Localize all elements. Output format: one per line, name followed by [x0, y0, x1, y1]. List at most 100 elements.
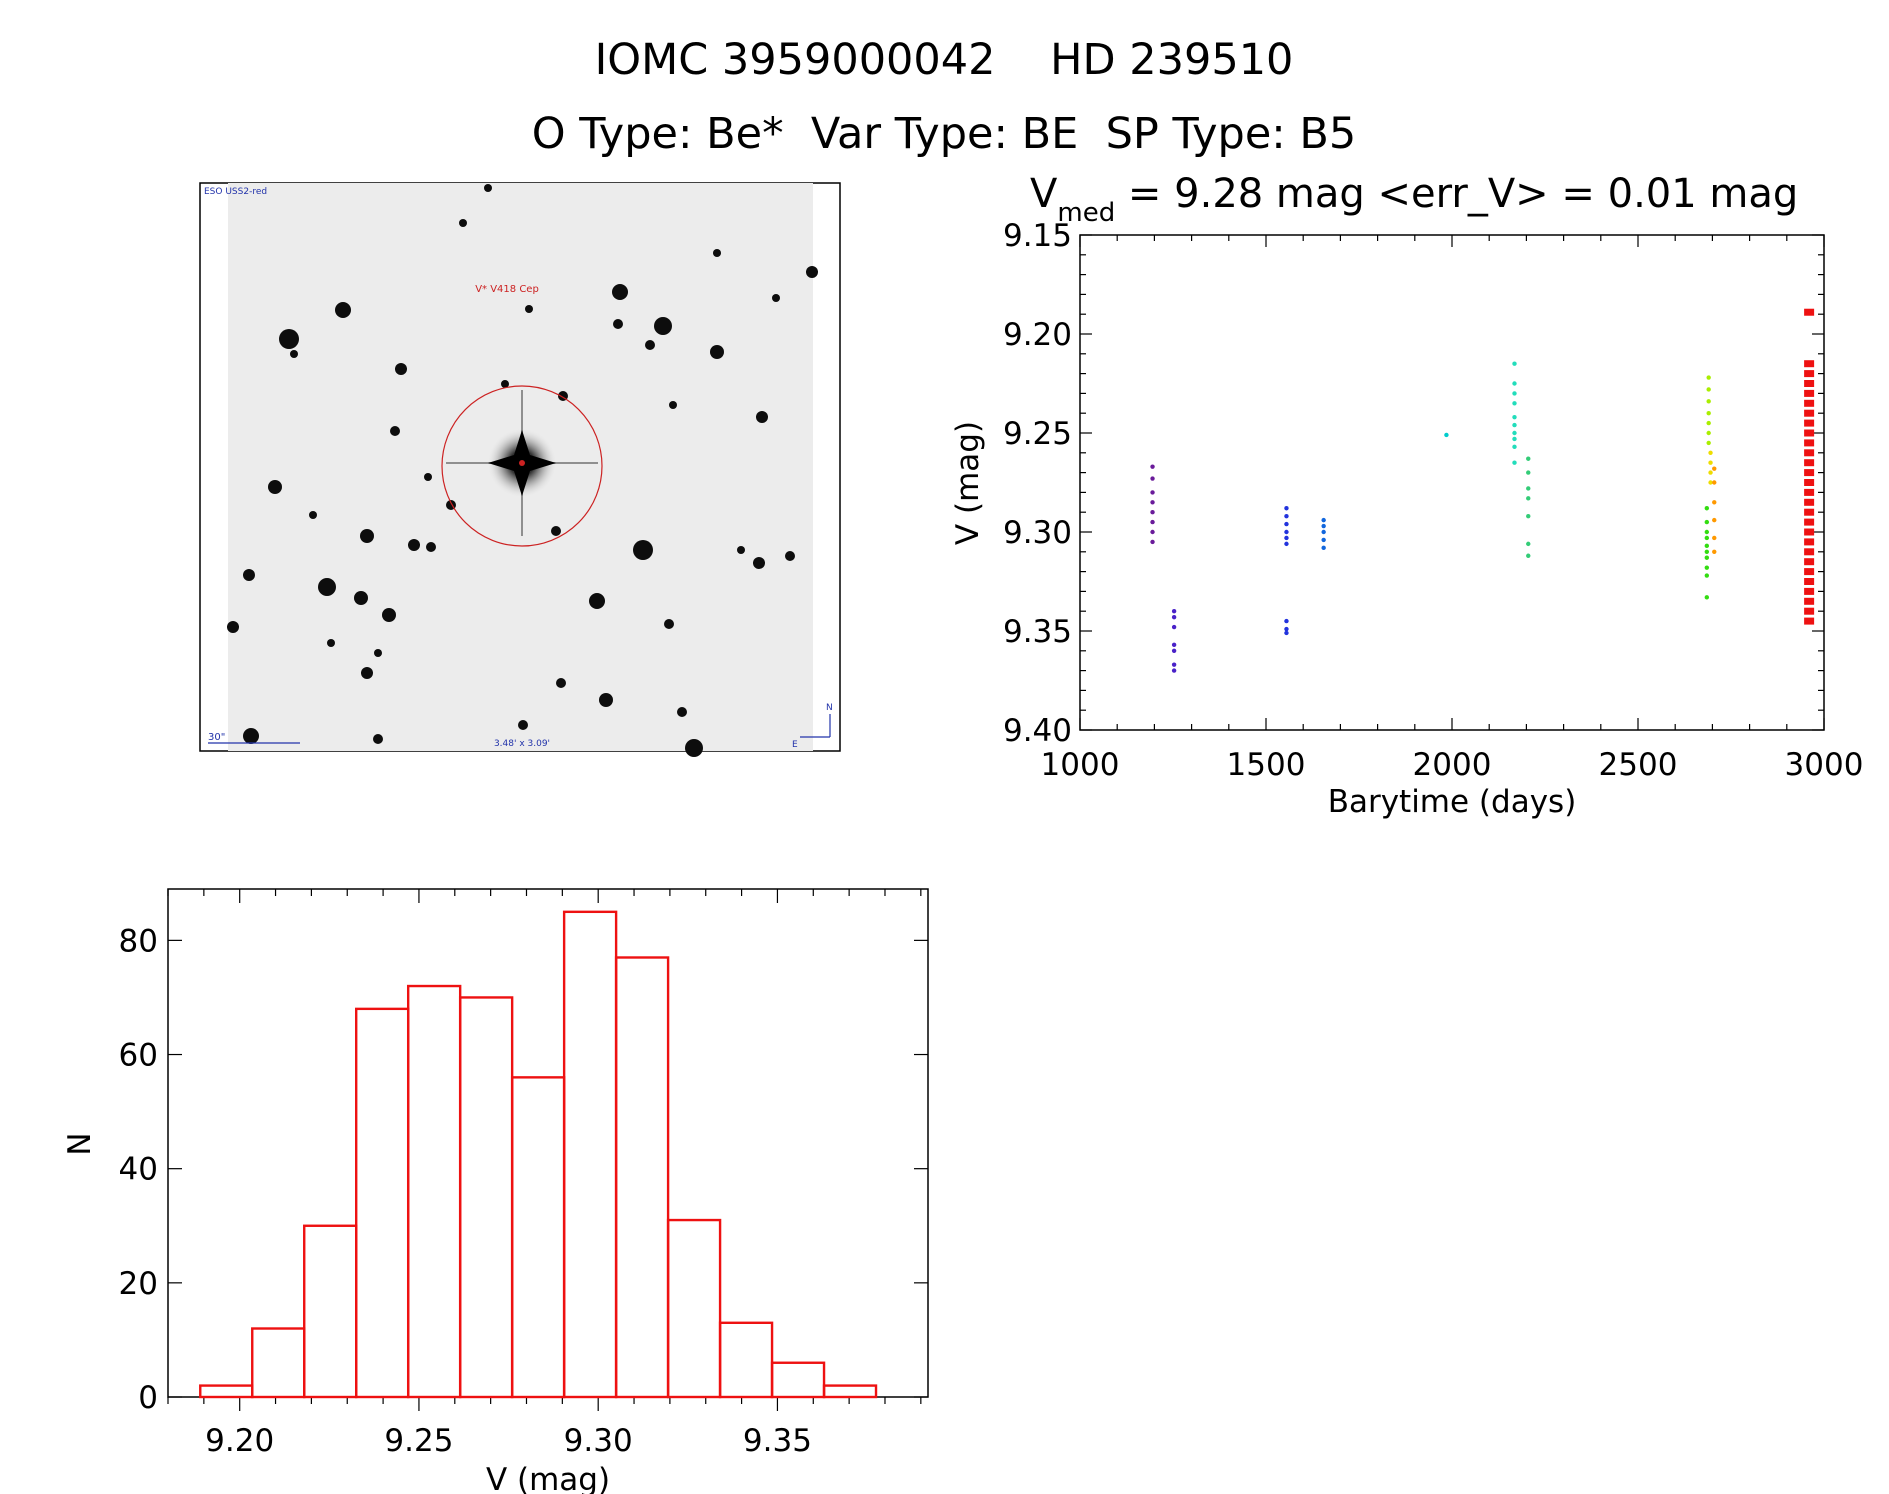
compass-north-label: N [826, 703, 833, 713]
data-point [1444, 432, 1449, 438]
field-star [737, 546, 745, 554]
x-tick-label: 9.25 [384, 1423, 453, 1459]
data-point [1804, 607, 1815, 615]
data-point [1526, 496, 1531, 501]
field-star [710, 345, 724, 359]
data-point [1704, 529, 1710, 535]
histogram-bar [251, 1327, 306, 1399]
data-point [1804, 548, 1815, 556]
field-star [645, 340, 655, 350]
field-star [654, 317, 672, 335]
field-star [612, 284, 628, 300]
finder-scale-label: 30" [208, 732, 225, 743]
histogram-bar [562, 910, 618, 1399]
data-point [1512, 444, 1517, 450]
data-point [1706, 411, 1711, 416]
data-point [1321, 545, 1326, 551]
field-star [501, 380, 509, 388]
data-point [1804, 597, 1815, 605]
data-point [1804, 439, 1815, 447]
data-point [1526, 470, 1531, 475]
histogram-plot-frame [167, 888, 929, 1398]
data-point [1171, 662, 1177, 667]
data-point [1526, 486, 1531, 491]
data-point [1284, 513, 1289, 519]
data-point [1704, 565, 1710, 570]
field-star [525, 305, 533, 313]
y-tick-label: 9.35 [1003, 614, 1072, 650]
y-tick-label: 40 [119, 1152, 158, 1188]
data-point [1321, 529, 1326, 535]
field-star [551, 526, 561, 536]
field-star [374, 649, 382, 657]
data-point [1512, 381, 1517, 386]
data-point [1804, 449, 1815, 457]
histogram-bar [614, 956, 670, 1399]
field-star [664, 619, 674, 629]
y-tick-label: 9.25 [1003, 416, 1072, 452]
data-point [1150, 464, 1155, 469]
y-tick-label: 9.30 [1003, 515, 1072, 551]
histogram-ticks: 9.20 9.25 9.30 9.35 0 20 40 60 80 [119, 889, 928, 1459]
data-point [1804, 380, 1815, 387]
field-star [390, 426, 400, 436]
compass-icon: N E [792, 703, 833, 750]
data-point [1706, 420, 1711, 426]
field-star [243, 569, 255, 581]
data-point [1704, 543, 1710, 549]
data-point [1704, 549, 1710, 554]
data-point [1150, 490, 1155, 495]
field-star [772, 294, 780, 302]
data-point [1321, 517, 1326, 523]
data-point [1512, 436, 1517, 442]
data-point [1150, 519, 1155, 525]
data-point [1150, 529, 1155, 535]
histogram-bars [199, 910, 878, 1399]
data-point [1712, 517, 1717, 523]
field-star [677, 707, 687, 717]
figure-title: IOMC 3959000042 HD 239510 [595, 35, 1294, 85]
field-star [713, 249, 721, 257]
data-point [1708, 470, 1713, 475]
title-sub: med [1057, 198, 1115, 228]
light-curve-chart: Vmed = 9.28 mag <err_V> = 0.01 mag 1000 1… [950, 171, 1863, 820]
data-point [1712, 480, 1717, 485]
x-tick-label: 9.30 [564, 1423, 633, 1459]
data-point [1284, 521, 1289, 527]
data-point [1804, 479, 1815, 486]
data-point [1804, 498, 1815, 506]
compass-east-label: E [792, 740, 798, 750]
field-star [459, 219, 467, 227]
field-star [309, 511, 317, 519]
field-star [335, 302, 351, 318]
field-star [290, 350, 298, 358]
data-point [1804, 419, 1815, 427]
histogram-bar [406, 984, 462, 1399]
data-point [1171, 668, 1177, 673]
field-star [318, 578, 336, 596]
field-star [556, 678, 566, 688]
field-star [354, 591, 368, 605]
figure-subtitle: O Type: Be* Var Type: BE SP Type: B5 [532, 109, 1357, 159]
y-tick-label: 9.20 [1003, 317, 1072, 353]
title-v: V [1030, 171, 1058, 217]
x-tick-label: 1500 [1227, 747, 1306, 783]
data-point [1284, 541, 1289, 547]
data-point [1706, 440, 1711, 446]
x-tick-label: 3000 [1785, 747, 1864, 783]
data-point [1512, 460, 1517, 465]
y-tick-label: 0 [138, 1380, 158, 1416]
field-star [268, 480, 282, 494]
data-point [1512, 422, 1517, 428]
data-point [1512, 361, 1517, 366]
data-point [1284, 618, 1289, 624]
field-star [243, 728, 259, 744]
field-star [669, 401, 677, 409]
y-tick-label: 9.15 [1003, 218, 1072, 254]
data-point [1704, 535, 1710, 541]
data-point [1804, 459, 1815, 467]
field-star [785, 551, 795, 561]
data-point [1804, 528, 1815, 536]
histogram-bar [303, 1224, 358, 1399]
data-point [1284, 529, 1289, 535]
